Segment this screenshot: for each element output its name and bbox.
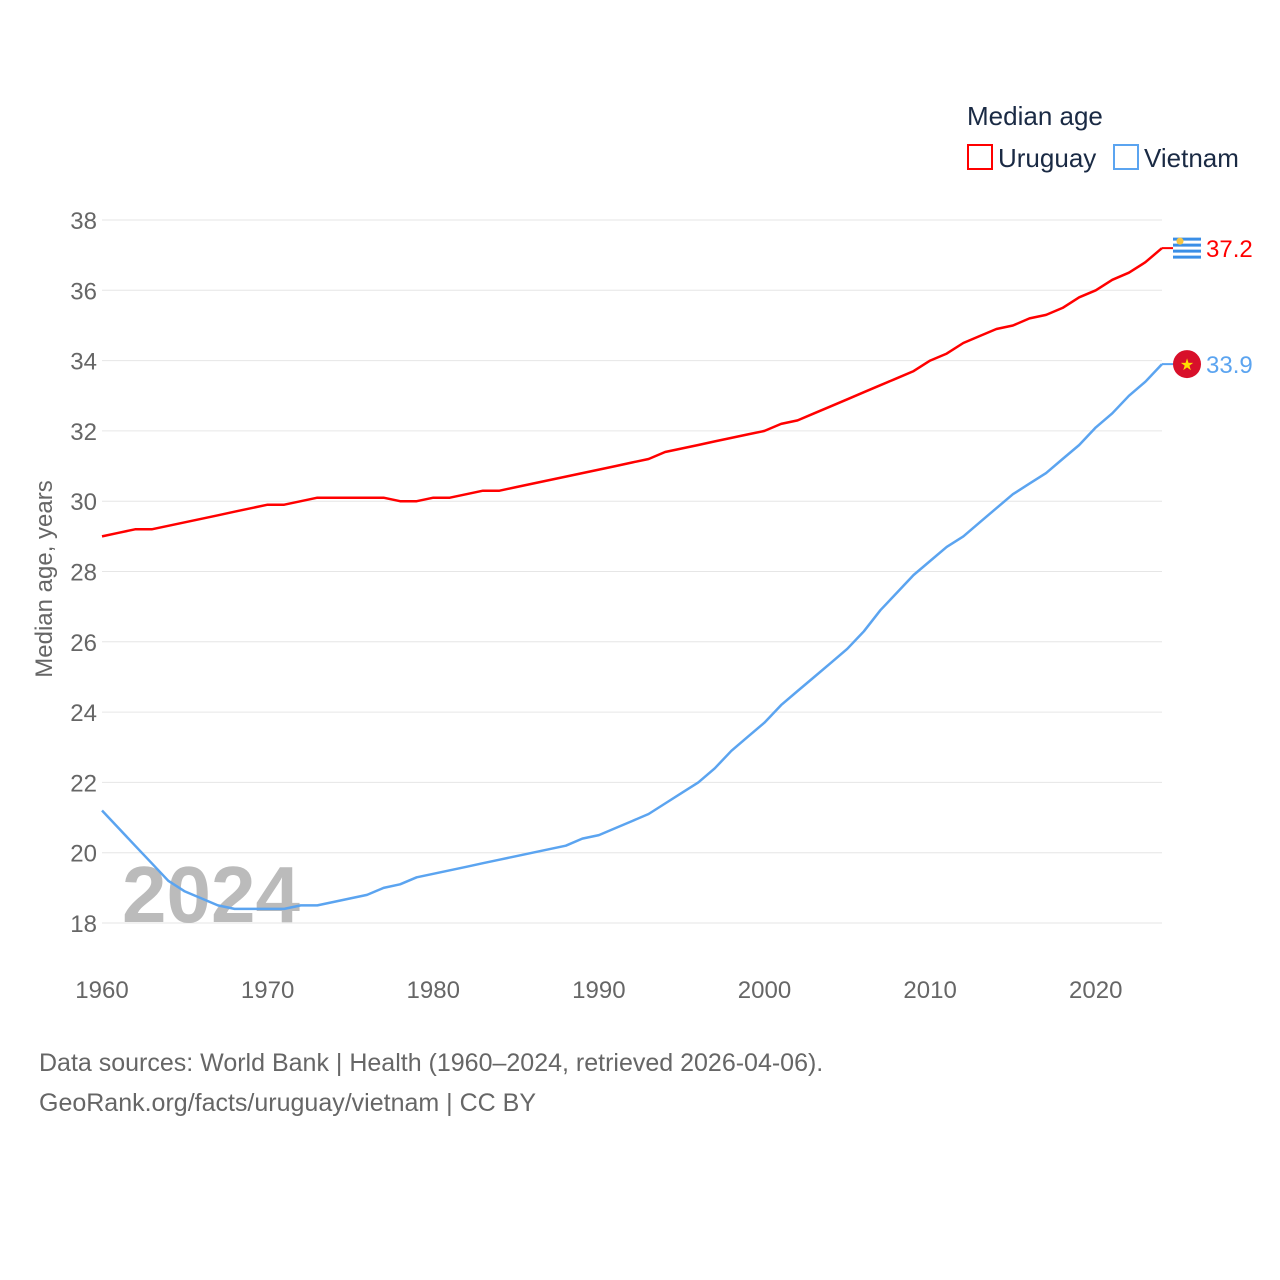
series-line-uruguay — [101, 247, 1163, 538]
flag-stripe — [1173, 243, 1201, 247]
legend-label-vietnam: Vietnam — [1144, 143, 1239, 173]
y-tick-label: 26 — [70, 630, 97, 657]
y-axis-label: Median age, years — [31, 480, 58, 677]
x-tick-label: 2000 — [738, 977, 791, 1004]
y-tick-label: 20 — [70, 841, 97, 868]
source-link[interactable]: GeoRank.org/facts/uruguay/vietnam | CC B… — [39, 1089, 536, 1117]
x-tick-label: 1990 — [572, 977, 625, 1004]
end-value-label-uruguay: 37.2 — [1206, 236, 1253, 263]
y-tick-label: 36 — [70, 278, 97, 305]
flag-stripe — [1173, 249, 1201, 253]
vietnam-flag-icon — [1173, 350, 1201, 379]
flag-stripe — [1173, 237, 1201, 241]
y-tick-label: 24 — [70, 700, 97, 727]
year-watermark: 2024 — [122, 850, 300, 939]
legend-title: Median age — [967, 101, 1103, 131]
flag-star: ★ — [1180, 357, 1194, 374]
x-tick-label: 2010 — [903, 977, 956, 1004]
x-tick-label: 1980 — [407, 977, 460, 1004]
legend-swatch-vietnam — [1113, 144, 1139, 170]
x-tick-label: 1970 — [241, 977, 294, 1004]
y-tick-label: 30 — [70, 489, 97, 516]
x-tick-label: 1960 — [75, 977, 128, 1004]
y-tick-label: 28 — [70, 560, 97, 587]
y-tick-label: 22 — [70, 770, 97, 797]
y-tick-label: 18 — [70, 911, 97, 938]
y-tick-label: 34 — [70, 349, 97, 376]
end-value-label-vietnam: 33.9 — [1206, 352, 1253, 379]
flag-stripe — [1173, 255, 1201, 259]
y-tick-label: 38 — [70, 208, 97, 235]
footer: Data sources: World Bank | Health (1960–… — [39, 1043, 823, 1123]
data-sources: Data sources: World Bank | Health (1960–… — [39, 1049, 824, 1077]
legend-label-uruguay: Uruguay — [998, 143, 1096, 173]
x-tick-label: 2020 — [1069, 977, 1122, 1004]
flag-sun — [1176, 237, 1184, 245]
y-tick-label: 32 — [70, 419, 97, 446]
series-line-vietnam — [101, 363, 1163, 911]
legend-swatch-uruguay — [967, 144, 993, 170]
